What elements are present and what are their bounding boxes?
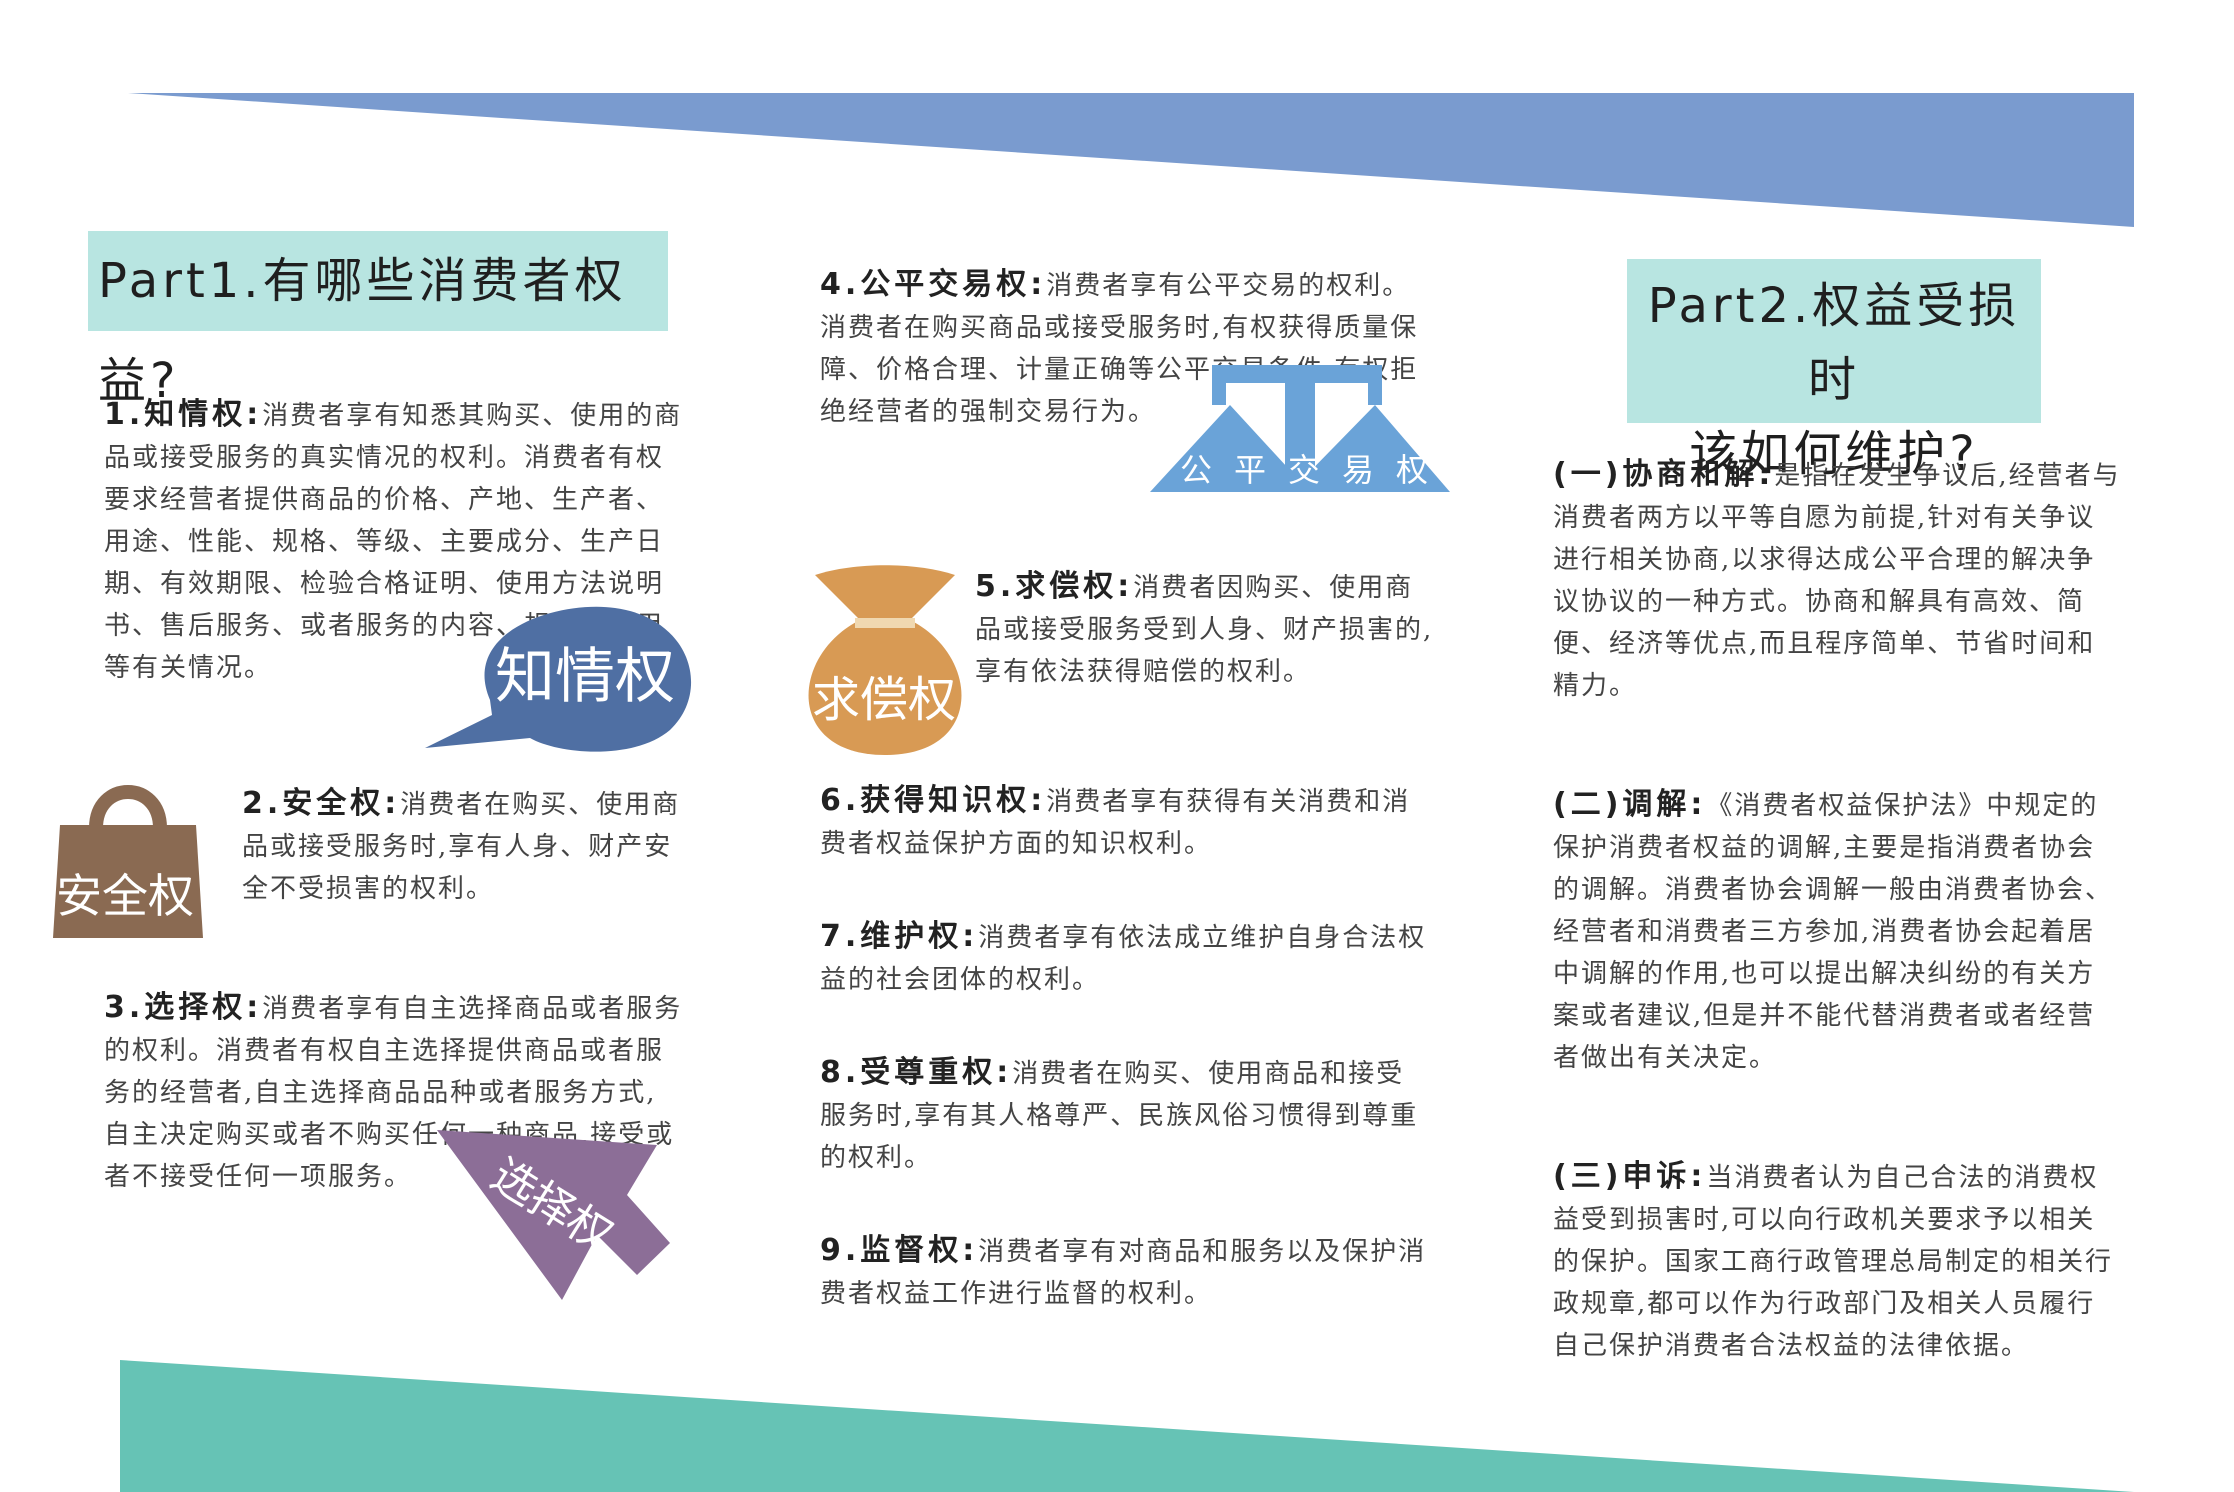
right-3-heading: 3.选择权: (104, 990, 263, 1025)
speech-bubble-icon (425, 606, 692, 752)
balance-scale-icon (1150, 365, 1450, 492)
right-9-heading: 9.监督权: (820, 1233, 979, 1268)
part2-title-line1: Part2.权益受损时 (1647, 278, 2021, 408)
right-2-heading: 2.安全权: (242, 786, 401, 821)
right-1-text: 消费者享有知悉其购买、使用的商品或接受服务的真实情况的权利。消费者有权要求经营者… (104, 401, 683, 683)
remedy-3-text: 当消费者认为自己合法的消费权益受到损害时,可以向行政机关要求予以相关的保护。国家… (1553, 1163, 2114, 1361)
right-1-heading: 1.知情权: (104, 397, 263, 432)
remedy-3-heading: (三)申诉: (1553, 1159, 1707, 1194)
remedy-1-heading: (一)协商和解: (1553, 457, 1775, 492)
remedy-1-text: 是指在发生争议后,经营者与消费者两方以平等自愿为前提,针对有关争议进行相关协商,… (1553, 461, 2121, 701)
right-1: 1.知情权:消费者享有知悉其购买、使用的商品或接受服务的真实情况的权利。消费者有… (104, 394, 684, 689)
right-6-heading: 6.获得知识权: (820, 783, 1047, 818)
right-7-heading: 7.维护权: (820, 919, 979, 954)
right-5-text: 消费者因购买、使用商品或接受服务受到人身、财产损害的,享有依法获得赔偿的权利。 (975, 573, 1434, 687)
right-8: 8.受尊重权:消费者在购买、使用商品和接受服务时,享有其人格尊严、民族风俗习惯得… (820, 1052, 1430, 1179)
right-5-heading: 5.求偿权: (975, 569, 1134, 604)
part1-title: Part1.有哪些消费者权益? (88, 231, 668, 409)
remedy-3: (三)申诉:当消费者认为自己合法的消费权益受到损害时,可以向行政机关要求予以相关… (1553, 1156, 2123, 1367)
right-4-heading: 4.公平交易权: (820, 267, 1047, 302)
right-7: 7.维护权:消费者享有依法成立维护自身合法权益的社会团体的权利。 (820, 916, 1430, 1001)
part2-title: Part2.权益受损时 该如何维护? (1627, 259, 2041, 482)
right-3-text: 消费者享有自主选择商品或者服务的权利。消费者有权自主选择提供商品或者服务的经营者… (104, 994, 683, 1192)
right-2-text: 消费者在购买、使用商品或接受服务时,享有人身、财产安全不受损害的权利。 (242, 790, 681, 904)
right-6: 6.获得知识权:消费者享有获得有关消费和消费者权益保护方面的知识权利。 (820, 780, 1430, 865)
fair-icon-label: 公平交易权 (1180, 451, 1451, 489)
right-8-heading: 8.受尊重权: (820, 1055, 1013, 1090)
remedy-2-text: 《消费者权益保护法》中规定的保护消费者权益的调解,主要是指消费者协会的调解。消费… (1553, 791, 2114, 1073)
know-icon-label: 知情权 (495, 642, 675, 712)
right-9: 9.监督权:消费者享有对商品和服务以及保护消费者权益工作进行监督的权利。 (820, 1230, 1430, 1315)
remedy-2-heading: (二)调解: (1553, 787, 1707, 822)
part2-title-line2: 该如何维护? (1689, 426, 1979, 482)
money-sack-icon (808, 565, 962, 755)
right-8-text: 消费者在购买、使用商品和接受服务时,享有其人格尊严、民族风俗习惯得到尊重的权利。 (820, 1059, 1419, 1173)
right-6-text: 消费者享有获得有关消费和消费者权益保护方面的知识权利。 (820, 787, 1411, 859)
arrow-icon (437, 1130, 670, 1300)
shopping-bag-icon (53, 785, 203, 938)
top-band (128, 93, 2134, 227)
right-3: 3.选择权:消费者享有自主选择商品或者服务的权利。消费者有权自主选择提供商品或者… (104, 987, 684, 1198)
compensation-icon-label: 求偿权 (812, 672, 957, 728)
bottom-band (120, 1360, 2134, 1492)
remedy-2: (二)调解:《消费者权益保护法》中规定的保护消费者权益的调解,主要是指消费者协会… (1553, 784, 2123, 1079)
remedy-1: (一)协商和解:是指在发生争议后,经营者与消费者两方以平等自愿为前提,针对有关争… (1553, 454, 2123, 707)
right-7-text: 消费者享有依法成立维护自身合法权益的社会团体的权利。 (820, 923, 1427, 995)
right-9-text: 消费者享有对商品和服务以及保护消费者权益工作进行监督的权利。 (820, 1237, 1427, 1309)
safety-icon-label: 安全权 (56, 869, 194, 923)
right-2: 2.安全权:消费者在购买、使用商品或接受服务时,享有人身、财产安全不受损害的权利… (242, 783, 682, 910)
right-5: 5.求偿权:消费者因购买、使用商品或接受服务受到人身、财产损害的,享有依法获得赔… (975, 566, 1435, 693)
